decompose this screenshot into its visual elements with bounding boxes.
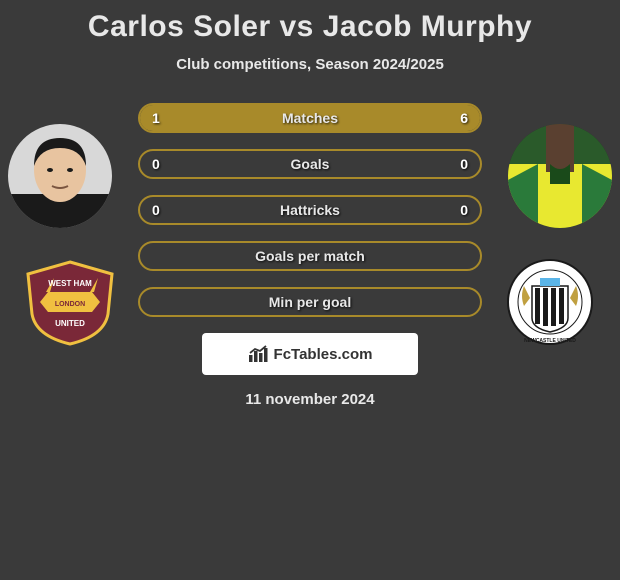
- svg-text:WEST HAM: WEST HAM: [48, 279, 92, 288]
- svg-text:LONDON: LONDON: [55, 301, 85, 308]
- stat-value-right: 6: [460, 110, 468, 126]
- subtitle: Club competitions, Season 2024/2025: [8, 56, 612, 73]
- stat-value-left: 0: [152, 202, 160, 218]
- stat-row: Min per goal: [138, 287, 482, 317]
- svg-text:NEWCASTLE UNITED: NEWCASTLE UNITED: [524, 338, 576, 344]
- stat-value-left: 1: [152, 110, 160, 126]
- player-left-avatar: [8, 124, 112, 228]
- stat-label: Goals per match: [255, 248, 365, 264]
- svg-text:UNITED: UNITED: [55, 319, 85, 328]
- stat-fill-left: [140, 105, 188, 131]
- stat-label: Hattricks: [280, 202, 340, 218]
- page-title: Carlos Soler vs Jacob Murphy: [8, 10, 612, 44]
- brand-text: FcTables.com: [274, 346, 373, 363]
- date-text: 11 november 2024: [8, 391, 612, 408]
- club-right-crest: NEWCASTLE UNITED: [500, 258, 600, 346]
- club-left-crest: WEST HAM UNITED LONDON: [20, 258, 120, 346]
- stat-value-right: 0: [460, 202, 468, 218]
- player-right-avatar: [508, 124, 612, 228]
- stat-row: 0 Goals 0: [138, 149, 482, 179]
- stat-row: 0 Hattricks 0: [138, 195, 482, 225]
- stat-row: Goals per match: [138, 241, 482, 271]
- chart-icon: [248, 345, 268, 363]
- brand-box: FcTables.com: [202, 333, 418, 375]
- stat-label: Matches: [282, 110, 338, 126]
- stat-value-left: 0: [152, 156, 160, 172]
- stat-value-right: 0: [460, 156, 468, 172]
- stat-row: 1 Matches 6: [138, 103, 482, 133]
- stat-label: Goals: [291, 156, 330, 172]
- stat-label: Min per goal: [269, 294, 351, 310]
